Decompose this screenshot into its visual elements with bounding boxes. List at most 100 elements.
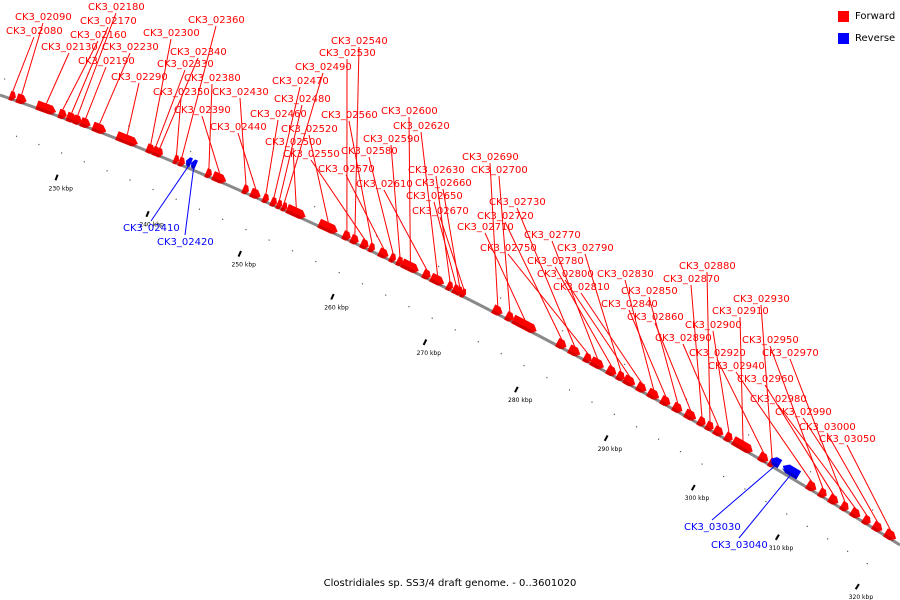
gene-label[interactable]: CK3_02650 (406, 191, 463, 202)
gene-label[interactable]: CK3_02180 (88, 2, 145, 13)
minor-tick-dot (268, 239, 270, 241)
gene-arrow-shade (79, 122, 90, 128)
gene-label[interactable]: CK3_02460 (250, 109, 307, 120)
gene-label[interactable]: CK3_02870 (663, 274, 720, 285)
gene-arrow-shade (696, 421, 704, 427)
gene-label[interactable]: CK3_02380 (184, 73, 241, 84)
gene-arrow-shade (805, 485, 815, 492)
upper-tick-dot (872, 509, 874, 511)
gene-label[interactable]: CK3_02430 (212, 87, 269, 98)
gene-label[interactable]: CK3_02590 (363, 134, 420, 145)
gene-label[interactable]: CK3_02080 (6, 26, 63, 37)
gene-label[interactable]: CK3_02880 (679, 261, 736, 272)
gene-label[interactable]: CK3_02960 (737, 374, 794, 385)
gene-label[interactable]: CK3_02550 (283, 149, 340, 160)
gene-label[interactable]: CK3_02230 (102, 42, 159, 53)
gene-label[interactable]: CK3_02860 (627, 312, 684, 323)
gene-arrow-shade (646, 393, 658, 401)
gene-leader-line (507, 253, 589, 354)
gene-label[interactable]: CK3_02330 (157, 59, 214, 70)
gene-label[interactable]: CK3_02700 (471, 165, 528, 176)
gene-label[interactable]: CK3_03050 (819, 434, 876, 445)
gene-label[interactable]: CK3_02800 (537, 269, 594, 280)
gene-label[interactable]: CK3_03040 (711, 540, 768, 551)
kbp-tick-label: 260 kbp (324, 305, 349, 312)
gene-leader-line (846, 444, 892, 531)
gene-label[interactable]: CK3_02470 (272, 76, 329, 87)
gene-label[interactable]: CK3_03000 (799, 422, 856, 433)
gene-label[interactable]: CK3_02980 (750, 394, 807, 405)
gene-label[interactable]: CK3_02520 (281, 124, 338, 135)
gene-label[interactable]: CK3_02990 (775, 407, 832, 418)
upper-tick-dot (810, 471, 812, 473)
gene-label[interactable]: CK3_02890 (655, 333, 712, 344)
gene-label[interactable]: CK3_02610 (356, 179, 413, 190)
gene-label[interactable]: CK3_02660 (415, 178, 472, 189)
gene-label[interactable]: CK3_02390 (174, 105, 231, 116)
gene-label[interactable]: CK3_02670 (412, 206, 469, 217)
gene-label[interactable]: CK3_02570 (318, 164, 375, 175)
gene-label[interactable]: CK3_02600 (381, 106, 438, 117)
gene-label[interactable]: CK3_02440 (210, 122, 267, 133)
gene-label[interactable]: CK3_02900 (685, 320, 742, 331)
gene-label[interactable]: CK3_02420 (157, 237, 214, 248)
gene-leader-line (150, 38, 172, 145)
gene-label[interactable]: CK3_02970 (762, 348, 819, 359)
gene-label[interactable]: CK3_02340 (170, 47, 227, 58)
minor-tick-dot (546, 377, 548, 379)
gene-label[interactable]: CK3_02810 (553, 282, 610, 293)
gene-label[interactable]: CK3_02920 (689, 348, 746, 359)
gene-label[interactable]: CK3_02160 (70, 30, 127, 41)
gene-label[interactable]: CK3_02950 (742, 335, 799, 346)
gene-label[interactable]: CK3_02300 (143, 28, 200, 39)
gene-label[interactable]: CK3_02360 (188, 15, 245, 26)
gene-label[interactable]: CK3_02130 (41, 42, 98, 53)
gene-label[interactable]: CK3_02500 (265, 137, 322, 148)
gene-label[interactable]: CK3_02690 (462, 152, 519, 163)
gene-leader-line (654, 322, 692, 411)
gene-label[interactable]: CK3_02730 (489, 197, 546, 208)
gene-label[interactable]: CK3_02790 (557, 243, 614, 254)
gene-label[interactable]: CK3_02580 (341, 146, 398, 157)
minor-tick-dot (61, 152, 63, 154)
gene-label[interactable]: CK3_02410 (123, 223, 180, 234)
gene-arrow-shade (757, 456, 767, 464)
gene-arrow-shade (204, 173, 211, 178)
gene-label[interactable]: CK3_02930 (733, 294, 790, 305)
gene-label[interactable]: CK3_02560 (321, 110, 378, 121)
gene-label[interactable]: CK3_02830 (597, 269, 654, 280)
gene-label[interactable]: CK3_02850 (621, 286, 678, 297)
legend: Forward Reverse (838, 9, 895, 53)
gene-label[interactable]: CK3_02770 (524, 230, 581, 241)
gene-label[interactable]: CK3_03030 (684, 522, 741, 533)
gene-label[interactable]: CK3_02710 (457, 222, 514, 233)
gene-label[interactable]: CK3_02910 (712, 306, 769, 317)
gene-label[interactable]: CK3_02290 (111, 72, 168, 83)
gene-arrow-shade (8, 96, 15, 101)
gene-label[interactable]: CK3_02490 (295, 62, 352, 73)
gene-label[interactable]: CK3_02480 (274, 94, 331, 105)
gene-leader-line (390, 144, 401, 257)
gene-label[interactable]: CK3_02940 (708, 361, 765, 372)
minor-tick-dot (38, 143, 40, 146)
gene-label[interactable]: CK3_02630 (408, 165, 465, 176)
gene-label[interactable]: CK3_02530 (319, 48, 376, 59)
gene-arrow-shade (769, 461, 779, 468)
gene-leader-line (99, 52, 131, 124)
gene-label[interactable]: CK3_02620 (393, 121, 450, 132)
gene-label[interactable]: CK3_02750 (480, 243, 537, 254)
gene-label[interactable]: CK3_02350 (153, 87, 210, 98)
gene-label[interactable]: CK3_02170 (80, 16, 137, 27)
gene-leader-line (489, 162, 499, 306)
gene-arrow-shade (712, 430, 722, 437)
gene-arrow-shade (261, 198, 268, 203)
gene-label[interactable]: CK3_02780 (527, 256, 584, 267)
gene-leader-line (711, 465, 776, 521)
gene-label[interactable]: CK3_02720 (477, 211, 534, 222)
gene-label[interactable]: CK3_02190 (78, 56, 135, 67)
gene-label[interactable]: CK3_02090 (15, 12, 72, 23)
gene-label[interactable]: CK3_02840 (601, 299, 658, 310)
gene-leader-line (484, 232, 526, 321)
gene-label[interactable]: CK3_02540 (331, 36, 388, 47)
kbp-tick-mark (603, 435, 609, 442)
